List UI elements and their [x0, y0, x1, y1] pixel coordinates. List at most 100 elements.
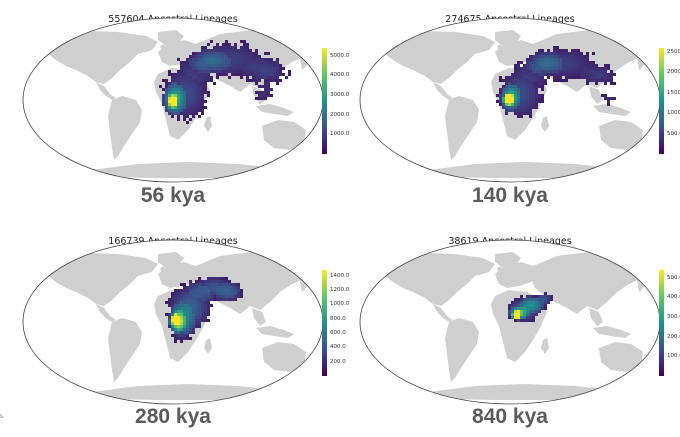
density-cell [201, 91, 204, 94]
density-cell [538, 310, 541, 313]
density-cell [174, 319, 177, 322]
density-cell [586, 52, 589, 55]
density-cell [204, 307, 207, 310]
density-cell [186, 121, 189, 124]
density-cell [228, 292, 231, 295]
density-cell [186, 289, 189, 292]
density-cell [180, 325, 183, 328]
density-cell [189, 328, 192, 331]
density-cell [198, 316, 201, 319]
density-cell [255, 64, 258, 67]
density-cell [174, 94, 177, 97]
density-cell [526, 73, 529, 76]
density-cell [541, 304, 544, 307]
density-cell [589, 76, 592, 79]
density-cell [252, 70, 255, 73]
land-indochina [589, 308, 603, 326]
density-cell [192, 109, 195, 112]
density-cell [183, 64, 186, 67]
colorbar-tick-label: 4000.0 [330, 72, 350, 79]
land-south-america [108, 96, 142, 160]
density-cell [228, 43, 231, 46]
density-cell [195, 79, 198, 82]
density-cell [174, 292, 177, 295]
density-cell [231, 67, 234, 70]
density-cell [538, 61, 541, 64]
density-cell [243, 49, 246, 52]
density-cell [165, 106, 168, 109]
density-cell [610, 97, 613, 100]
density-cell [201, 61, 204, 64]
density-cell [168, 301, 171, 304]
density-cell [186, 79, 189, 82]
density-cell [201, 313, 204, 316]
density-cell [171, 100, 174, 103]
density-cell [276, 64, 279, 67]
density-cell [228, 67, 231, 70]
density-cell [228, 295, 231, 298]
density-cell [171, 103, 174, 106]
density-cell [237, 67, 240, 70]
density-cell [177, 79, 180, 82]
density-cell [216, 280, 219, 283]
density-cell [544, 67, 547, 70]
density-cell [252, 73, 255, 76]
density-cell [267, 73, 270, 76]
density-cell [210, 286, 213, 289]
density-cell [565, 52, 568, 55]
density-cell [607, 64, 610, 67]
density-cell [180, 70, 183, 73]
density-cell [532, 73, 535, 76]
density-cell [201, 85, 204, 88]
world-map [359, 239, 661, 405]
density-cell [601, 70, 604, 73]
density-cell [276, 61, 279, 64]
density-cell [174, 82, 177, 85]
density-cell [192, 67, 195, 70]
density-cell [261, 76, 264, 79]
density-cell [526, 79, 529, 82]
density-cell [222, 46, 225, 49]
density-cell [538, 58, 541, 61]
density-cell [201, 307, 204, 310]
density-cell [180, 340, 183, 343]
density-cell [237, 52, 240, 55]
density-cell [204, 52, 207, 55]
density-cell [171, 292, 174, 295]
density-cell [177, 118, 180, 121]
density-cell [517, 304, 520, 307]
density-cell [559, 64, 562, 67]
density-cell [517, 301, 520, 304]
density-cell [234, 298, 237, 301]
density-cell [204, 82, 207, 85]
density-cell [192, 103, 195, 106]
density-cell [523, 307, 526, 310]
density-cell [583, 76, 586, 79]
density-cell [204, 283, 207, 286]
density-cell [547, 64, 550, 67]
density-cell [183, 295, 186, 298]
density-cell [204, 292, 207, 295]
density-cell [192, 64, 195, 67]
density-cell [532, 64, 535, 67]
density-cell [580, 73, 583, 76]
density-cell [201, 109, 204, 112]
density-cell [526, 76, 529, 79]
density-cell [535, 85, 538, 88]
density-cell [520, 76, 523, 79]
density-cell [562, 61, 565, 64]
density-cell [535, 106, 538, 109]
density-cell [201, 280, 204, 283]
density-cell [508, 307, 511, 310]
density-cell [523, 301, 526, 304]
density-cell [523, 316, 526, 319]
density-cell [535, 58, 538, 61]
density-cell [514, 70, 517, 73]
density-cell [198, 73, 201, 76]
density-cell [523, 298, 526, 301]
density-cell [201, 283, 204, 286]
density-cell [195, 292, 198, 295]
density-cell [168, 322, 171, 325]
density-cell [529, 304, 532, 307]
density-cell [207, 64, 210, 67]
